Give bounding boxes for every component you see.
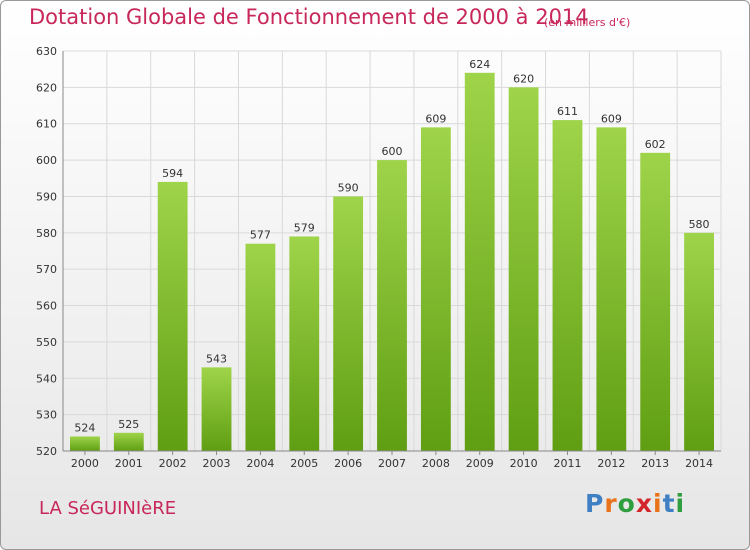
bar bbox=[201, 367, 232, 451]
logo-letter: x bbox=[635, 489, 653, 518]
y-tick-label: 590 bbox=[36, 190, 57, 203]
bar-value-label: 624 bbox=[469, 58, 490, 71]
bar-value-label: 600 bbox=[382, 145, 403, 158]
x-tick-label: 2004 bbox=[246, 457, 274, 470]
logo-letter: P bbox=[585, 489, 605, 518]
y-tick-label: 520 bbox=[36, 445, 57, 458]
bar-value-label: 524 bbox=[74, 421, 95, 434]
bar-value-label: 580 bbox=[689, 218, 710, 231]
y-tick-label: 600 bbox=[36, 154, 57, 167]
bar-value-label: 590 bbox=[338, 181, 359, 194]
bar bbox=[289, 236, 320, 451]
bar bbox=[464, 72, 495, 452]
bar-value-label: 579 bbox=[294, 221, 315, 234]
x-tick-label: 2008 bbox=[422, 457, 450, 470]
y-tick-label: 580 bbox=[36, 227, 57, 240]
y-tick-label: 620 bbox=[36, 81, 57, 94]
bar bbox=[684, 232, 714, 451]
x-tick-label: 2011 bbox=[553, 457, 581, 470]
y-tick-label: 550 bbox=[36, 336, 57, 349]
logo-letter: t bbox=[662, 489, 676, 518]
x-tick-label: 2001 bbox=[115, 457, 143, 470]
y-tick-label: 540 bbox=[36, 372, 57, 385]
commune-name: LA SéGUINIèRE bbox=[39, 498, 177, 519]
proxiti-logo: Proxiti bbox=[585, 489, 685, 518]
bar bbox=[508, 87, 539, 451]
x-tick-label: 2010 bbox=[510, 457, 538, 470]
x-tick-label: 2002 bbox=[159, 457, 187, 470]
x-tick-label: 2005 bbox=[290, 457, 318, 470]
bar-value-label: 611 bbox=[557, 105, 578, 118]
bar bbox=[157, 181, 188, 451]
y-tick-label: 560 bbox=[36, 300, 57, 313]
bar bbox=[552, 120, 583, 451]
bar-value-label: 620 bbox=[513, 72, 534, 85]
bar-value-label: 602 bbox=[645, 138, 666, 151]
x-tick-label: 2013 bbox=[641, 457, 669, 470]
x-tick-label: 2012 bbox=[597, 457, 625, 470]
x-tick-label: 2000 bbox=[71, 457, 99, 470]
bar bbox=[245, 243, 276, 451]
y-tick-label: 530 bbox=[36, 409, 57, 422]
logo-letter: r bbox=[604, 489, 618, 518]
y-tick-label: 630 bbox=[36, 45, 57, 58]
logo-letter: i bbox=[675, 489, 686, 518]
bar bbox=[113, 432, 144, 451]
bar bbox=[640, 152, 671, 451]
bar-value-label: 609 bbox=[601, 112, 622, 125]
x-tick-label: 2014 bbox=[685, 457, 713, 470]
logo-letter: i bbox=[653, 489, 663, 518]
x-tick-label: 2009 bbox=[466, 457, 494, 470]
bar bbox=[70, 436, 100, 451]
y-tick-label: 610 bbox=[36, 118, 57, 131]
bar bbox=[333, 196, 364, 451]
bar-value-label: 609 bbox=[425, 112, 446, 125]
bar-value-label: 594 bbox=[162, 167, 183, 180]
chart-subtitle: (en milliers d'€) bbox=[544, 16, 631, 29]
x-tick-label: 2003 bbox=[203, 457, 231, 470]
logo-letter: o bbox=[617, 489, 636, 518]
x-tick-label: 2007 bbox=[378, 457, 406, 470]
bar-value-label: 525 bbox=[118, 418, 139, 431]
bar bbox=[377, 160, 407, 451]
bar bbox=[596, 127, 627, 451]
bar-value-label: 543 bbox=[206, 352, 227, 365]
bar bbox=[420, 127, 451, 451]
chart-title: Dotation Globale de Fonctionnement de 20… bbox=[29, 5, 589, 29]
bar-value-label: 577 bbox=[250, 229, 271, 242]
x-tick-label: 2006 bbox=[334, 457, 362, 470]
y-tick-label: 570 bbox=[36, 263, 57, 276]
